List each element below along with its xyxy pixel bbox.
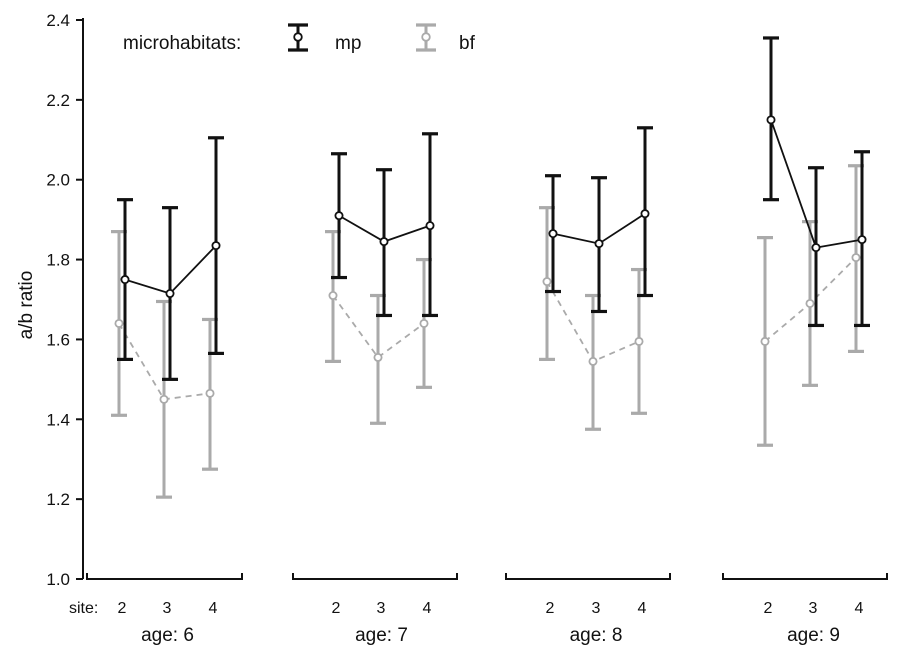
data-point-mp <box>211 241 221 251</box>
site-tick-label: 4 <box>855 600 864 617</box>
series-mp <box>545 126 653 314</box>
site-tick-label: 3 <box>163 600 172 617</box>
data-point-mp <box>548 229 558 239</box>
site-tick-label: 4 <box>209 600 218 617</box>
group-label: age: 9 <box>787 625 840 646</box>
data-point-bf <box>373 352 383 362</box>
data-point-bf <box>205 388 215 398</box>
group-label: age: 6 <box>141 625 194 646</box>
panels: 2 3 4 age: 6 2 3 4 age: 7 2 3 4 age: 8 2 3 4 age: 9 <box>86 36 888 646</box>
y-axis: 1.0 1.2 1.4 1.6 1.8 2.0 2.2 2.4 <box>46 11 84 589</box>
panel-age-9: 2 3 4 age: 9 <box>722 36 888 646</box>
legend-glyph-marker-bf <box>421 32 431 42</box>
site-tick-label: 3 <box>809 600 818 617</box>
y-tick-label: 2.0 <box>46 171 70 190</box>
data-point-bf <box>805 298 815 308</box>
data-point-mp <box>594 239 604 249</box>
group-label: age: 7 <box>355 625 408 646</box>
series-bf <box>325 230 432 425</box>
data-point-bf <box>542 277 552 287</box>
data-point-bf <box>634 336 644 346</box>
site-tick-label: 2 <box>118 600 127 617</box>
site-tick-label: 3 <box>377 600 386 617</box>
y-axis-label: a/b ratio <box>16 271 37 340</box>
legend-entry-mp: mp <box>288 23 361 54</box>
legend-label-mp: mp <box>335 33 361 54</box>
data-point-mp <box>379 237 389 247</box>
data-point-bf <box>114 318 124 328</box>
data-point-bf <box>851 253 861 263</box>
panel-age-8: 2 3 4 age: 8 <box>505 126 671 646</box>
data-point-mp <box>165 289 175 299</box>
legend-glyph-marker-mp <box>293 32 303 42</box>
y-tick-label: 2.2 <box>46 91 70 110</box>
series-bf <box>539 206 647 431</box>
data-point-mp <box>425 221 435 231</box>
panel-age-7: 2 3 4 age: 7 <box>292 132 458 646</box>
data-point-mp <box>811 243 821 253</box>
y-tick-label: 1.6 <box>46 330 70 349</box>
data-point-bf <box>419 318 429 328</box>
series-bf <box>757 164 864 447</box>
data-point-mp <box>334 211 344 221</box>
data-point-mp <box>640 209 650 219</box>
panel-age-6: 2 3 4 age: 6 <box>86 136 243 646</box>
site-tick-label: 4 <box>638 600 647 617</box>
series-mp <box>117 136 224 381</box>
legend: microhabitats: mp bf <box>123 23 476 54</box>
site-prefix-label: site: <box>69 600 98 617</box>
legend-entry-bf: bf <box>416 23 476 54</box>
data-point-bf <box>328 291 338 301</box>
y-tick-label: 2.4 <box>46 11 70 30</box>
data-point-bf <box>159 394 169 404</box>
y-tick-label: 1.4 <box>46 410 70 429</box>
y-tick-label: 1.0 <box>46 570 70 589</box>
data-point-bf <box>760 336 770 346</box>
site-tick-label: 2 <box>546 600 555 617</box>
group-label: age: 8 <box>570 625 623 646</box>
series-mp <box>331 132 438 318</box>
site-tick-label: 3 <box>592 600 601 617</box>
data-point-mp <box>120 275 130 285</box>
series-mp <box>763 36 870 328</box>
data-point-mp <box>857 235 867 245</box>
series-line-bf <box>332 294 425 359</box>
data-point-bf <box>588 356 598 366</box>
y-tick-label: 1.2 <box>46 490 70 509</box>
series-bf <box>111 230 218 499</box>
site-tick-label: 2 <box>332 600 341 617</box>
legend-label-bf: bf <box>459 33 476 54</box>
y-tick-label: 1.8 <box>46 251 70 270</box>
legend-title: microhabitats: <box>123 33 241 54</box>
data-point-mp <box>766 115 776 125</box>
site-tick-label: 2 <box>764 600 773 617</box>
site-tick-label: 4 <box>423 600 432 617</box>
